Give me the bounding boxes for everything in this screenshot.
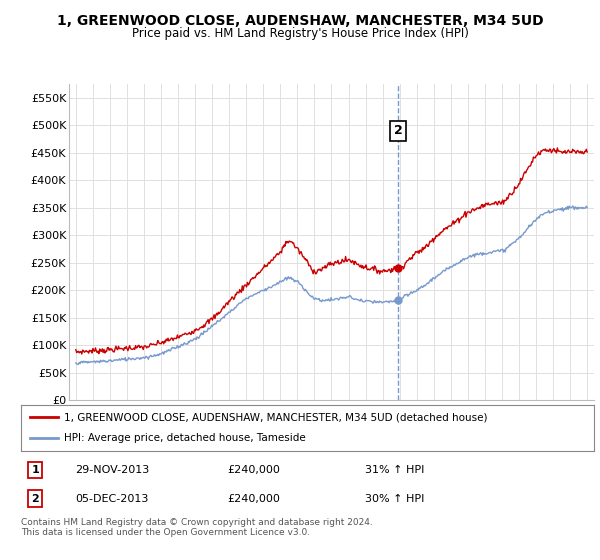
Text: Price paid vs. HM Land Registry's House Price Index (HPI): Price paid vs. HM Land Registry's House … [131, 27, 469, 40]
Text: 1, GREENWOOD CLOSE, AUDENSHAW, MANCHESTER, M34 5UD (detached house): 1, GREENWOOD CLOSE, AUDENSHAW, MANCHESTE… [64, 412, 487, 422]
Text: 2: 2 [394, 124, 403, 137]
Text: 29-NOV-2013: 29-NOV-2013 [76, 465, 149, 475]
Text: 1: 1 [31, 465, 39, 475]
Text: £240,000: £240,000 [227, 493, 280, 503]
Text: HPI: Average price, detached house, Tameside: HPI: Average price, detached house, Tame… [64, 433, 306, 444]
Text: 30% ↑ HPI: 30% ↑ HPI [365, 493, 424, 503]
Text: Contains HM Land Registry data © Crown copyright and database right 2024.
This d: Contains HM Land Registry data © Crown c… [21, 518, 373, 538]
Text: 2: 2 [31, 493, 39, 503]
Text: £240,000: £240,000 [227, 465, 280, 475]
Text: 05-DEC-2013: 05-DEC-2013 [76, 493, 149, 503]
Text: 1, GREENWOOD CLOSE, AUDENSHAW, MANCHESTER, M34 5UD: 1, GREENWOOD CLOSE, AUDENSHAW, MANCHESTE… [56, 14, 544, 28]
Text: 31% ↑ HPI: 31% ↑ HPI [365, 465, 424, 475]
